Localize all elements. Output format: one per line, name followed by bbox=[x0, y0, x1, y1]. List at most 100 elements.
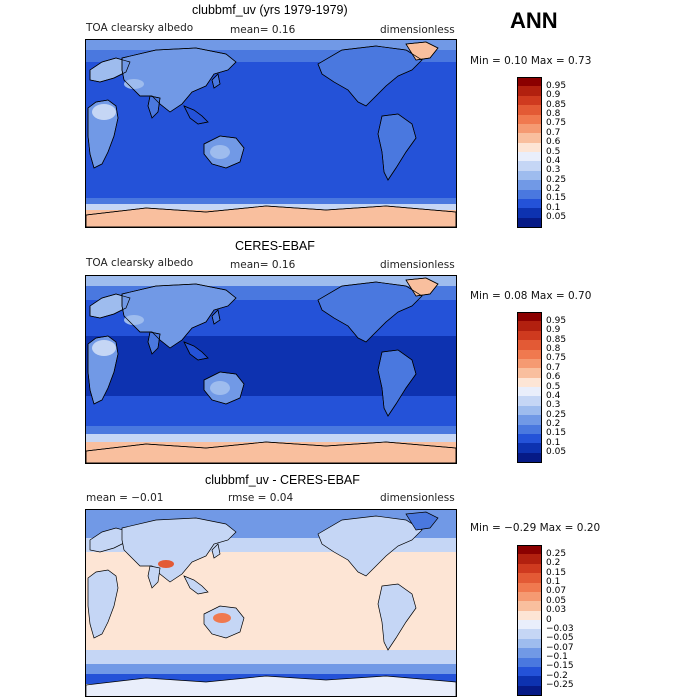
colorbar-swatch bbox=[517, 685, 542, 696]
colorbar-label: 0.05 bbox=[546, 212, 567, 223]
colorbar-label: 0.6 bbox=[546, 137, 561, 148]
panel1-mean: mean= 0.16 bbox=[230, 24, 296, 36]
colorbar-swatch bbox=[517, 86, 542, 97]
panel2-units: dimensionless bbox=[380, 259, 455, 271]
colorbar-label: 0.25 bbox=[546, 548, 567, 559]
colorbar-label: 0.1 bbox=[546, 202, 561, 213]
colorbar-swatch bbox=[517, 666, 542, 677]
colorbar-swatch bbox=[517, 170, 542, 181]
colorbar-label: 0.7 bbox=[546, 127, 561, 138]
colorbar-label: −0.03 bbox=[546, 623, 574, 634]
colorbar-swatch bbox=[517, 330, 542, 341]
colorbar-swatch bbox=[517, 676, 542, 687]
colorbar-label: 0.75 bbox=[546, 118, 567, 129]
colorbar-label: 0.95 bbox=[546, 80, 567, 91]
colorbar-label: 0.4 bbox=[546, 390, 561, 401]
panel3-map bbox=[85, 509, 457, 697]
colorbar-swatch bbox=[517, 582, 542, 593]
colorbar-swatch bbox=[517, 620, 542, 630]
panel2-variable: TOA clearsky albedo bbox=[86, 257, 194, 269]
colorbar-label: 0.5 bbox=[546, 381, 561, 392]
colorbar-swatch bbox=[517, 573, 542, 583]
colorbar-swatch bbox=[517, 424, 542, 435]
panel3-title: clubbmf_uv - CERES-EBAF bbox=[205, 473, 360, 487]
colorbar-label: 0.8 bbox=[546, 109, 561, 119]
colorbar-label: 0.95 bbox=[546, 315, 567, 326]
panel3-colorbar: 0.25 0.2 0.15 0.1 0.07 0.05 0.03 0 −0.03 −0.05 −0.… bbox=[517, 545, 597, 696]
season-label: ANN bbox=[510, 8, 558, 33]
colorbar-label: −0.25 bbox=[546, 680, 574, 691]
colorbar-swatch bbox=[517, 368, 542, 379]
panel3-minmax: Min = −0.29 Max = 0.20 bbox=[470, 522, 601, 534]
colorbar-swatch bbox=[517, 133, 542, 144]
colorbar-swatch bbox=[517, 545, 542, 555]
colorbar-swatch bbox=[517, 415, 542, 425]
colorbar-swatch bbox=[517, 377, 542, 388]
colorbar-label: 0.85 bbox=[546, 334, 567, 345]
colorbar-swatch bbox=[517, 198, 542, 209]
colorbar-swatch bbox=[517, 648, 542, 658]
colorbar-label: 0.9 bbox=[546, 325, 561, 336]
colorbar-label: 0.7 bbox=[546, 362, 561, 373]
panel3-units: dimensionless bbox=[380, 492, 455, 504]
colorbar-swatch bbox=[517, 161, 542, 172]
colorbar-label: −0.1 bbox=[546, 652, 568, 662]
colorbar-swatch bbox=[517, 405, 542, 416]
colorbar-swatch bbox=[517, 208, 542, 219]
colorbar-swatch bbox=[517, 180, 542, 190]
colorbar-swatch bbox=[517, 358, 542, 369]
colorbar-swatch bbox=[517, 105, 542, 115]
colorbar-label: 0.6 bbox=[546, 372, 561, 383]
colorbar-swatch bbox=[517, 114, 542, 125]
colorbar-swatch bbox=[517, 387, 542, 397]
colorbar-label: 0.9 bbox=[546, 90, 561, 101]
colorbar-label: 0.1 bbox=[546, 437, 561, 448]
panel3-mean: mean = −0.01 bbox=[86, 492, 164, 504]
colorbar-swatch bbox=[517, 77, 542, 87]
colorbar-swatch bbox=[517, 629, 542, 640]
panel3-rmse: rmse = 0.04 bbox=[228, 492, 294, 504]
colorbar-label: 0.2 bbox=[546, 558, 561, 569]
colorbar-swatch bbox=[517, 152, 542, 162]
colorbar-swatch bbox=[517, 638, 542, 649]
colorbar-label: 0.03 bbox=[546, 605, 567, 616]
colorbar-label: 0.3 bbox=[546, 400, 561, 411]
colorbar-swatch bbox=[517, 95, 542, 106]
colorbar-swatch bbox=[517, 217, 542, 228]
colorbar-label: −0.07 bbox=[546, 642, 574, 653]
colorbar-label: 0.3 bbox=[546, 165, 561, 176]
panel2-minmax: Min = 0.08 Max = 0.70 bbox=[470, 290, 592, 302]
colorbar-swatch bbox=[517, 554, 542, 565]
colorbar-swatch bbox=[517, 433, 542, 444]
panel1-colorbar: 0.95 0.9 0.85 0.8 0.75 0.7 0.6 0.5 0.4 0.3 0.25 0.2… bbox=[517, 77, 597, 228]
colorbar-label: 0.07 bbox=[546, 586, 567, 597]
colorbar-swatch bbox=[517, 349, 542, 360]
colorbar-swatch bbox=[517, 443, 542, 454]
colorbar-label: 0.85 bbox=[546, 99, 567, 110]
colorbar-label: 0.1 bbox=[546, 577, 561, 587]
colorbar-label: −0.05 bbox=[546, 633, 574, 644]
panel1-minmax: Min = 0.10 Max = 0.73 bbox=[470, 55, 592, 67]
colorbar-swatch bbox=[517, 591, 542, 602]
colorbar-swatch bbox=[517, 142, 542, 153]
colorbar-label: 0.25 bbox=[546, 409, 567, 420]
panel2-mean: mean= 0.16 bbox=[230, 259, 296, 271]
panel2-title: CERES-EBAF bbox=[235, 239, 315, 253]
colorbar-swatch bbox=[517, 657, 542, 668]
panel1-units: dimensionless bbox=[380, 24, 455, 36]
colorbar-swatch bbox=[517, 452, 542, 463]
colorbar-swatch bbox=[517, 312, 542, 322]
panel1-variable: TOA clearsky albedo bbox=[86, 22, 194, 34]
colorbar-swatch bbox=[517, 396, 542, 407]
colorbar-swatch bbox=[517, 563, 542, 574]
panel2-colorbar: 0.95 0.9 0.85 0.8 0.75 0.7 0.6 0.5 0.4 0.3 0.25 0.2… bbox=[517, 312, 597, 463]
colorbar-label: −0.15 bbox=[546, 661, 574, 672]
colorbar-label: 0.05 bbox=[546, 447, 567, 458]
colorbar-swatch bbox=[517, 123, 542, 134]
colorbar-swatch bbox=[517, 340, 542, 350]
colorbar-swatch bbox=[517, 601, 542, 612]
colorbar-label: 0.05 bbox=[546, 595, 567, 606]
colorbar-label: 0.2 bbox=[546, 419, 561, 429]
colorbar-label: 0.8 bbox=[546, 344, 561, 354]
colorbar-label: 0.5 bbox=[546, 146, 561, 157]
